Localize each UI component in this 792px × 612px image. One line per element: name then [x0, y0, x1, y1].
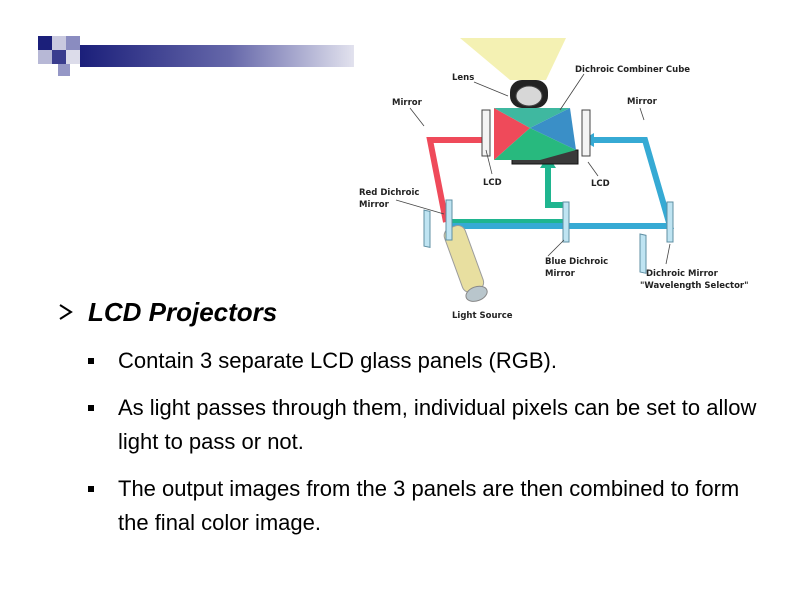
mirror-left: [423, 209, 431, 249]
leader-line: [665, 243, 671, 265]
bullet-item: Contain 3 separate LCD glass panels (RGB…: [84, 344, 764, 378]
bullet-text: As light passes through them, individual…: [118, 395, 757, 454]
header-square: [66, 50, 80, 64]
dichroic-selector-mirror: [666, 201, 674, 243]
square-bullet-icon: [88, 486, 94, 492]
leader-line: [587, 161, 599, 177]
label-dichroic-mirror: Dichroic Mirror: [646, 269, 719, 279]
label-mirror-right: Mirror: [627, 97, 658, 107]
header-square: [38, 50, 52, 64]
header-bar: [80, 45, 354, 67]
header-square: [58, 64, 70, 76]
heading-text: LCD Projectors: [88, 296, 278, 327]
label-lcd-left: LCD: [483, 178, 502, 188]
combiner-cube-teal: [494, 108, 570, 128]
green-light-path: [446, 165, 569, 225]
leader-line: [473, 81, 509, 97]
slide-heading: LCD Projectors: [56, 294, 277, 330]
header-square: [52, 50, 66, 64]
lcd-projector-diagram: Lens Dichroic Combiner Cube Mirror Mirro…: [359, 38, 749, 321]
label-red-dichroic-mirror: Mirror: [359, 200, 390, 210]
bullet-text: The output images from the 3 panels are …: [118, 476, 740, 535]
combiner-cube-green: [494, 128, 576, 160]
bullet-text: Contain 3 separate LCD glass panels (RGB…: [118, 348, 557, 373]
combiner-cube-blue: [530, 108, 576, 150]
leader-line: [409, 107, 425, 127]
blue-light-path: [446, 137, 674, 229]
light-beam: [460, 38, 566, 80]
leader-line: [547, 239, 565, 257]
header-square: [52, 36, 66, 50]
label-lcd-right: LCD: [591, 179, 610, 189]
label-blue-dichroic: Blue Dichroic: [545, 257, 608, 267]
light-source: [443, 225, 488, 302]
leader-line: [559, 73, 585, 111]
red-dichroic-mirror: [445, 199, 453, 241]
header-square: [38, 36, 52, 50]
header-decoration: [38, 36, 354, 76]
red-light-path: [426, 137, 485, 223]
blue-dichroic-mirror: [562, 201, 570, 243]
mirror-right: [639, 233, 647, 274]
lcd-panel-left: [481, 109, 491, 157]
label-lens: Lens: [452, 73, 474, 83]
label-combiner-cube: Dichroic Combiner Cube: [575, 65, 690, 75]
bullet-list: Contain 3 separate LCD glass panels (RGB…: [84, 344, 764, 553]
label-wavelength-selector: "Wavelength Selector": [640, 281, 749, 291]
header-square: [66, 36, 80, 50]
bullet-item: As light passes through them, individual…: [84, 391, 764, 459]
leader-line: [485, 149, 493, 175]
square-bullet-icon: [88, 405, 94, 411]
label-light-source: Light Source: [452, 311, 513, 321]
lcd-panel-right: [581, 109, 591, 157]
bullet-item: The output images from the 3 panels are …: [84, 472, 764, 540]
leader-line: [639, 107, 645, 121]
label-mirror-left: Mirror: [392, 98, 423, 108]
lens-glass: [515, 85, 543, 107]
square-bullet-icon: [88, 358, 94, 364]
label-red-dichroic: Red Dichroic: [359, 188, 419, 198]
arrow-bullet-icon: [59, 304, 73, 320]
label-blue-dichroic-mirror: Mirror: [545, 269, 576, 279]
combiner-cube-red: [494, 108, 530, 160]
leader-line: [395, 199, 445, 215]
